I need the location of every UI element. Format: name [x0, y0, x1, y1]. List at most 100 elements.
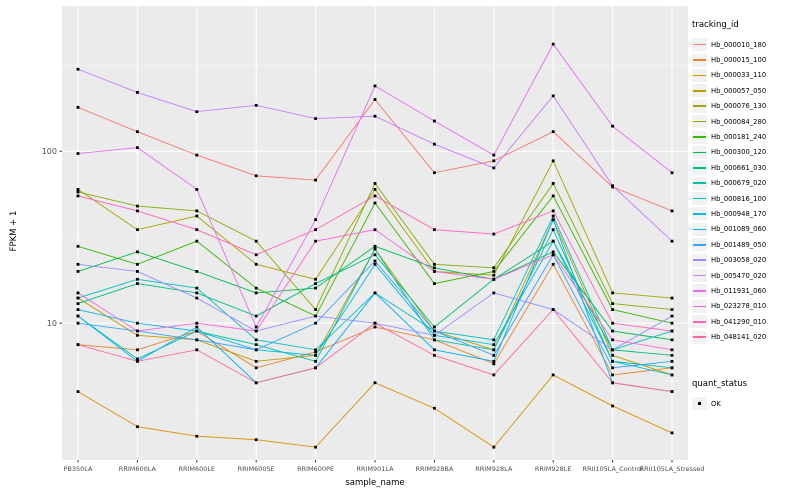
data-point: [254, 286, 258, 290]
data-point: [492, 348, 496, 352]
legend-item: Hb_003058_020: [692, 252, 798, 267]
data-point: [314, 277, 317, 281]
data-point: [195, 338, 199, 342]
legend-item: Hb_000015_100: [692, 52, 798, 67]
data-point: [373, 253, 377, 257]
data-point: [254, 338, 258, 342]
data-point: [76, 262, 80, 266]
legend-item: Hb_000661_030: [692, 160, 798, 175]
data-point: [136, 277, 139, 281]
data-point: [433, 348, 436, 352]
data-point: [670, 390, 674, 393]
data-point: [136, 357, 139, 361]
legend-key-line-icon: [692, 53, 707, 67]
data-point: [433, 262, 436, 266]
data-point: [373, 182, 377, 185]
x-tick-label: RRIM928BA: [415, 465, 453, 473]
data-point: [492, 373, 496, 377]
data-point: [492, 153, 496, 157]
data-point: [136, 250, 139, 254]
x-tick-label: RRIM600LE: [178, 465, 215, 473]
data-point: [76, 190, 80, 194]
data-point: [136, 359, 139, 363]
data-point: [551, 42, 555, 46]
data-point: [433, 333, 436, 337]
data-point: [551, 209, 555, 213]
data-point: [136, 333, 139, 337]
data-point: [492, 273, 496, 277]
data-point: [670, 373, 674, 377]
legend-key-line-icon: [692, 130, 707, 144]
data-point: [195, 286, 199, 290]
data-point: [433, 266, 436, 270]
data-point: [433, 270, 436, 273]
legend-label: Hb_000076_130: [711, 102, 767, 111]
legend-label: Hb_000661_030: [711, 163, 767, 172]
data-point: [76, 291, 80, 295]
data-point: [670, 171, 674, 175]
data-point: [195, 239, 199, 243]
data-point: [195, 188, 199, 191]
data-point: [76, 188, 80, 191]
data-point: [373, 291, 377, 295]
data-point: [492, 270, 496, 273]
data-point: [254, 262, 258, 266]
data-point: [195, 321, 199, 325]
data-point: [314, 286, 317, 290]
data-point: [433, 282, 436, 285]
data-point: [551, 218, 555, 222]
data-point: [670, 321, 674, 325]
data-point: [373, 381, 377, 385]
legend-key-line-icon: [692, 99, 707, 113]
ok-square-icon: [697, 401, 702, 406]
data-point: [611, 366, 614, 370]
x-tick-label: RRIM928LE: [535, 465, 572, 473]
data-point: [551, 182, 555, 185]
data-point: [314, 117, 317, 120]
data-point: [195, 348, 199, 352]
legend-label: Hb_041290_010: [711, 317, 767, 326]
data-point: [611, 302, 614, 305]
data-point: [314, 218, 317, 222]
data-point: [611, 321, 614, 325]
legend-item: Hb_023278_010: [692, 299, 798, 314]
data-point: [254, 438, 258, 442]
data-point: [254, 325, 258, 329]
data-point: [314, 282, 317, 285]
data-point: [76, 321, 80, 325]
legend-key-line-icon: [692, 238, 707, 252]
legend-item: Hb_000076_130: [692, 99, 798, 114]
legend-item: Hb_048141_020: [692, 329, 798, 344]
data-point: [611, 381, 614, 385]
legend-item: Hb_000057_050: [692, 83, 798, 98]
data-point: [136, 146, 139, 150]
legend-key-line-icon: [692, 207, 707, 221]
data-point: [611, 184, 614, 188]
data-point: [254, 253, 258, 257]
legend-label: Hb_000181_240: [711, 133, 767, 142]
data-point: [611, 291, 614, 295]
data-point: [670, 366, 674, 370]
legend-item: Hb_001089_060: [692, 222, 798, 237]
data-point: [314, 314, 317, 318]
data-point: [492, 338, 496, 342]
legend-item: Hb_000816_100: [692, 191, 798, 206]
legend-item: Hb_011931_060: [692, 283, 798, 298]
data-point: [670, 209, 674, 213]
legend-title-tracking-id: tracking_id: [692, 20, 739, 30]
data-point: [551, 194, 555, 198]
data-point: [551, 250, 555, 254]
data-point: [433, 353, 436, 357]
x-tick-label: RRIM600SE: [238, 465, 275, 473]
data-point: [551, 262, 555, 266]
legend-item: Hb_000948_170: [692, 206, 798, 221]
legend-label: Hb_000948_170: [711, 209, 767, 218]
data-point: [136, 425, 139, 429]
data-point: [195, 329, 199, 333]
data-point: [492, 353, 496, 357]
legend-item: Hb_000084_280: [692, 114, 798, 129]
legend-key-line-icon: [692, 176, 707, 190]
data-point: [314, 366, 317, 370]
data-point: [492, 159, 496, 163]
x-tick-label: RRIM600PE: [297, 465, 334, 473]
